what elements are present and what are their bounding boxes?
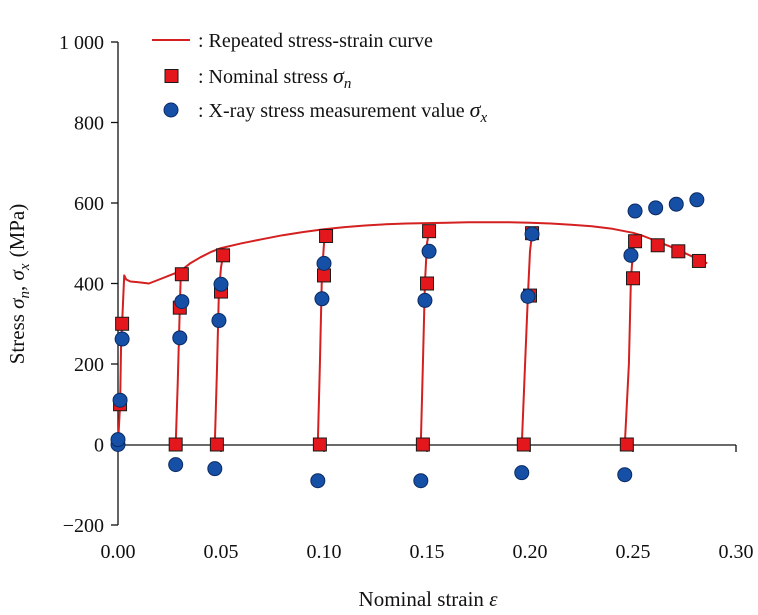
xray-stress-point — [417, 292, 433, 308]
xray-stress-point — [110, 432, 126, 448]
x-tick-label: 0.15 — [410, 541, 445, 563]
legend-label: : Nominal stress σn — [198, 63, 351, 92]
curve-layer — [117, 221, 708, 445]
xray-stress-point — [617, 467, 633, 483]
y-tick-label: 800 — [74, 113, 104, 135]
x-tick-label: 0.30 — [719, 541, 754, 563]
nominal-stress-point — [420, 276, 434, 291]
y-tick-label: 600 — [74, 193, 104, 215]
xray-stress-point — [316, 255, 332, 271]
nominal-stress-markers — [113, 224, 706, 452]
x-tick-label: 0.00 — [101, 541, 136, 563]
xray-stress-point — [174, 294, 190, 310]
x-tick-label: 0.10 — [307, 541, 342, 563]
xray-stress-point — [514, 465, 530, 481]
xray-stress-markers — [110, 192, 705, 489]
x-tick-label: 0.05 — [204, 541, 239, 563]
nominal-stress-point — [691, 253, 706, 268]
y-tick-label: 0 — [94, 435, 104, 457]
xray-stress-point — [668, 196, 684, 212]
xray-stress-point — [421, 243, 437, 259]
xray-stress-point — [114, 331, 130, 347]
legend-label: : Repeated stress-strain curve — [198, 30, 433, 52]
xray-stress-point — [112, 392, 128, 408]
nominal-stress-point — [650, 238, 665, 253]
xray-stress-point — [413, 473, 429, 489]
nominal-stress-point — [115, 316, 130, 331]
xray-stress-point — [168, 457, 184, 473]
xray-stress-point — [213, 276, 229, 292]
x-tick-label: 0.25 — [616, 541, 651, 563]
xray-stress-point — [207, 461, 223, 477]
y-tick-label: 200 — [74, 354, 104, 376]
nominal-stress-point — [422, 224, 437, 239]
xray-stress-point — [689, 192, 705, 208]
xray-stress-point — [524, 226, 540, 242]
xray-stress-point — [627, 203, 643, 219]
nominal-stress-point — [174, 267, 189, 282]
nominal-stress-point — [628, 234, 643, 249]
y-tick-label: −200 — [63, 515, 104, 537]
legend: : Repeated stress-strain curve : Nominal … — [152, 30, 487, 126]
y-tick-label: 400 — [74, 274, 104, 296]
y-tick-label: 1 000 — [59, 32, 104, 54]
y-axis-title: Stress σn, σx(MPa) — [5, 204, 33, 365]
nominal-stress-point — [516, 437, 531, 452]
x-axis-title: Nominal strain ε — [359, 587, 499, 611]
curve-segment — [117, 221, 708, 445]
xray-stress-point — [314, 291, 330, 307]
x-tick-label: 0.20 — [513, 541, 548, 563]
nominal-stress-point — [216, 248, 231, 263]
axes: −200 0 200 400 600 800 1 000 0.00 0.05 0.10 0.15 0.… — [59, 32, 754, 563]
xray-stress-point — [520, 288, 536, 304]
xray-stress-point — [172, 330, 188, 346]
curve-segment — [419, 231, 431, 445]
legend-square-swatch — [164, 69, 179, 83]
nominal-stress-point — [415, 437, 430, 452]
nominal-stress-point — [209, 437, 224, 452]
nominal-stress-point — [319, 229, 334, 244]
xray-stress-point — [211, 313, 227, 329]
nominal-stress-point — [671, 244, 686, 259]
curve-segment — [520, 233, 534, 445]
xray-stress-point — [623, 247, 639, 263]
legend-label: : X-ray stress measurement value σx — [198, 97, 487, 126]
nominal-stress-point — [317, 268, 331, 283]
xray-stress-point — [310, 473, 326, 489]
nominal-stress-point — [312, 437, 327, 452]
legend-circle-swatch — [163, 102, 179, 118]
nominal-stress-point — [626, 271, 640, 286]
nominal-stress-point — [619, 437, 634, 452]
curve-segment — [174, 273, 182, 445]
nominal-stress-point — [168, 437, 183, 452]
xray-stress-point — [648, 200, 664, 216]
